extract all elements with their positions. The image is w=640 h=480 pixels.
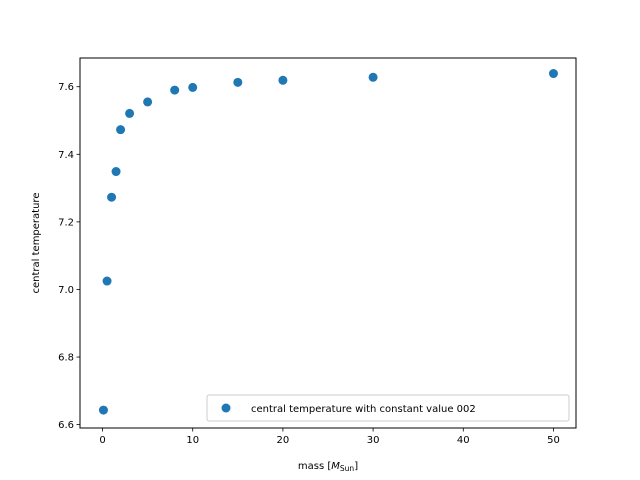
data-point xyxy=(233,77,243,87)
y-axis-label: central temperature xyxy=(31,193,42,294)
data-point xyxy=(143,97,153,107)
plot-frame xyxy=(79,57,577,429)
y-tick-label: 6.6 xyxy=(58,420,74,431)
legend-box xyxy=(206,394,570,422)
x-tick-label: 0 xyxy=(99,435,105,446)
data-point xyxy=(111,167,121,177)
y-tick-label: 7.0 xyxy=(58,285,74,296)
x-axis-label-suffix: ] xyxy=(354,461,358,472)
y-tick-label: 7.2 xyxy=(58,217,74,228)
legend-label: central temperature with constant value … xyxy=(251,404,476,415)
data-point xyxy=(116,125,126,135)
data-point xyxy=(98,405,108,415)
y-axis-ticks: 6.6 6.8 7.0 7.2 7.4 7.6 xyxy=(58,82,80,431)
x-axis-label-subscript: Sun xyxy=(340,464,355,473)
data-point xyxy=(102,276,112,286)
data-points xyxy=(98,69,558,415)
x-axis-label: mass [MSun] xyxy=(298,461,358,473)
x-tick-label: 40 xyxy=(457,435,470,446)
y-tick-label: 6.8 xyxy=(58,353,74,364)
x-tick-label: 50 xyxy=(547,435,560,446)
legend: central temperature with constant value … xyxy=(206,394,570,422)
x-axis-ticks: 0 10 20 30 40 50 xyxy=(99,428,560,446)
plot-area xyxy=(80,58,576,428)
y-tick-label: 7.6 xyxy=(58,82,74,93)
x-axis-label-prefix: mass [ xyxy=(298,461,331,472)
x-tick-label: 30 xyxy=(367,435,380,446)
data-point xyxy=(170,85,180,95)
data-point xyxy=(368,72,378,82)
x-tick-label: 10 xyxy=(186,435,199,446)
data-point xyxy=(188,82,198,92)
x-axis-label-symbol: M xyxy=(331,461,340,472)
y-tick-label: 7.4 xyxy=(58,150,74,161)
data-point xyxy=(278,75,288,85)
data-point xyxy=(125,108,135,118)
x-tick-label: 20 xyxy=(277,435,290,446)
legend-marker xyxy=(221,403,231,413)
data-point xyxy=(548,69,558,79)
data-point xyxy=(107,192,117,202)
